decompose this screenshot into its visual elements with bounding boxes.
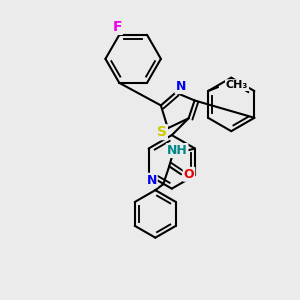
Text: N: N — [146, 174, 157, 187]
Text: O: O — [184, 168, 194, 181]
Text: S: S — [157, 125, 167, 139]
Text: N: N — [176, 80, 186, 93]
Text: NH: NH — [167, 144, 188, 157]
Text: F: F — [112, 20, 122, 34]
Text: CH₃: CH₃ — [226, 80, 248, 90]
